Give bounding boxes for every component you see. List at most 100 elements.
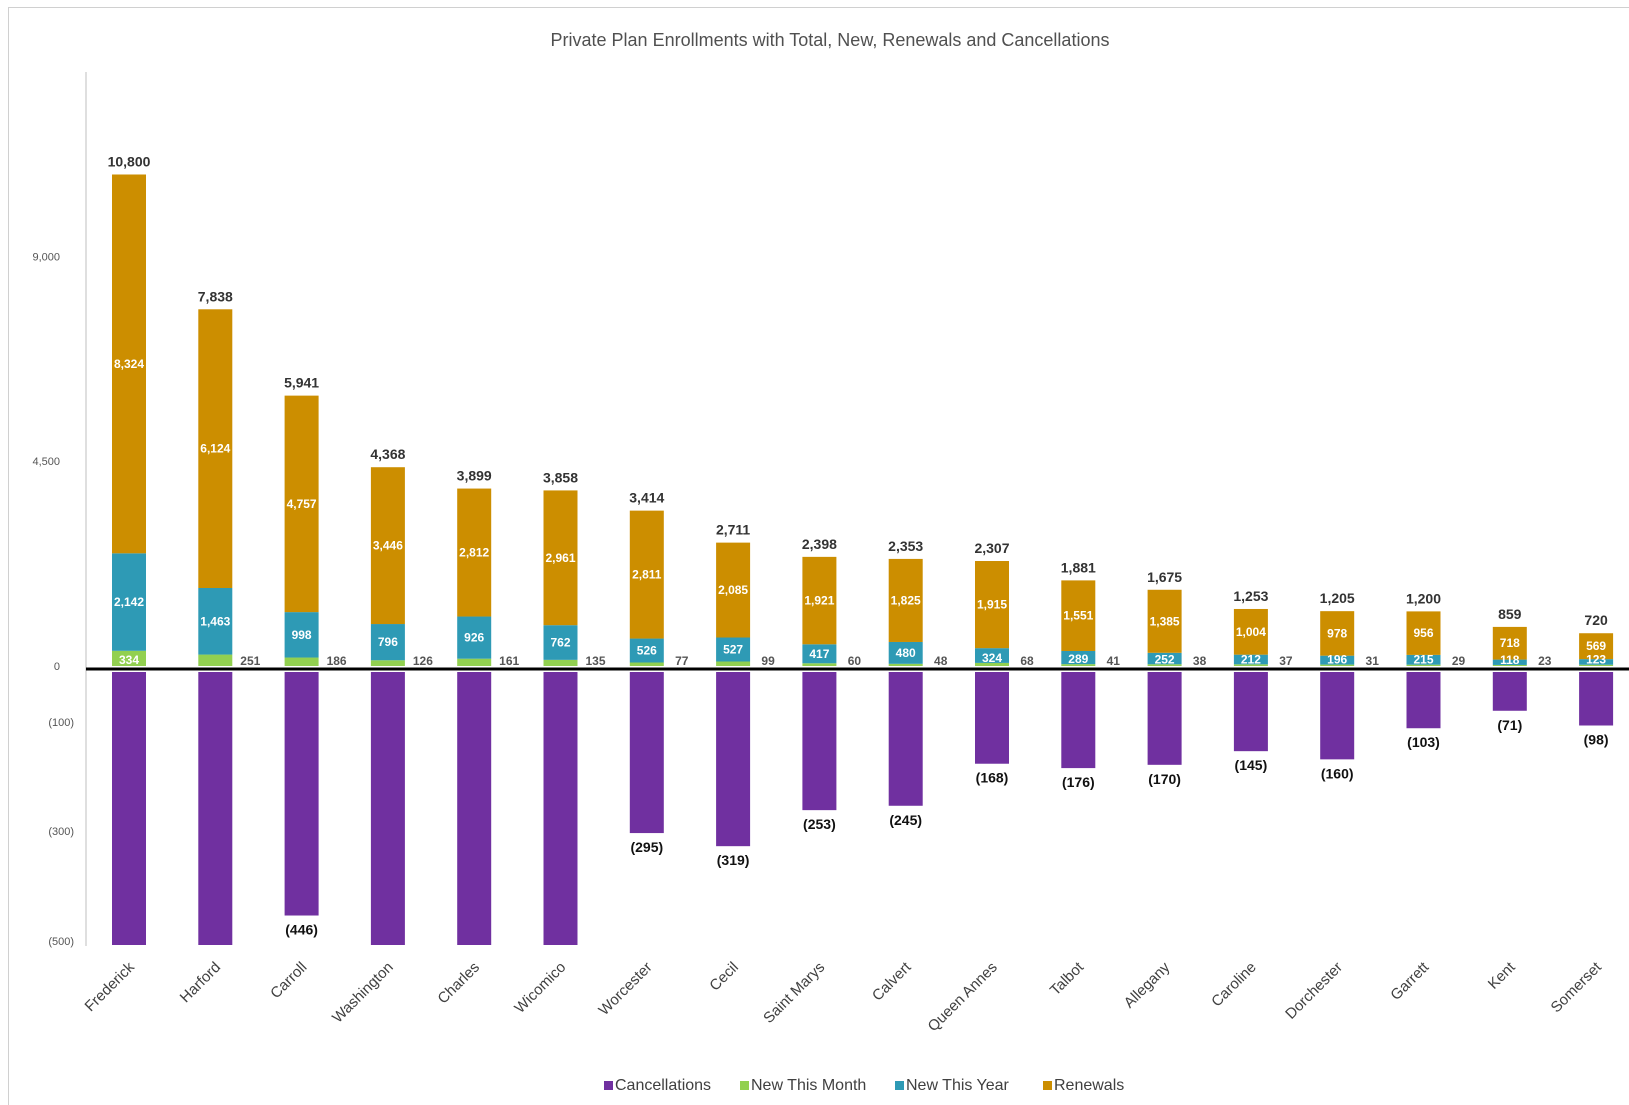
cancellations-label-cecil: (319) <box>717 852 750 868</box>
legend: Cancellations New This Month New This Year… <box>604 1077 1124 1094</box>
renewals-label-calvert: 1,825 <box>891 593 921 607</box>
renewals-label-allegany: 1,385 <box>1150 614 1180 628</box>
cancellations-label-worcester: (295) <box>630 839 663 855</box>
x-tick-label-harford: Harford <box>177 959 224 1006</box>
bar-new-this-year-caroline <box>1233 654 1268 665</box>
total-label-carroll: 5,941 <box>284 375 319 391</box>
new-this-month-label-harford: 251 <box>240 654 260 668</box>
new-this-month-label-wicomico: 135 <box>585 654 605 668</box>
total-label-worcester: 3,414 <box>629 490 664 506</box>
total-label-caroline: 1,253 <box>1233 588 1268 604</box>
x-tick-label-allegany: Allegany <box>1121 958 1174 1011</box>
bar-renewals-garrett <box>1406 611 1441 655</box>
new-this-month-label-cecil: 99 <box>761 654 775 668</box>
new-this-year-label-carroll: 998 <box>292 628 312 642</box>
total-label-wicomico: 3,858 <box>543 469 578 485</box>
new-this-year-label-dorchester: 196 <box>1327 653 1347 667</box>
bar-new-this-year-dorchester <box>1320 655 1355 665</box>
bar-new-this-year-somerset <box>1579 659 1614 665</box>
new-this-year-label-kent: 118 <box>1500 653 1520 667</box>
x-tick-label-calvert: Calvert <box>869 958 915 1004</box>
total-label-talbot: 1,881 <box>1061 559 1096 575</box>
bar-renewals-cecil <box>716 542 751 638</box>
x-tick-label-kent: Kent <box>1485 958 1519 992</box>
new-this-month-label-frederick: 334 <box>119 653 139 667</box>
bar-new-this-year-saint-marys <box>802 644 837 664</box>
new-this-year-label-garrett: 215 <box>1413 653 1433 667</box>
renewals-label-charles: 2,812 <box>459 546 489 560</box>
x-tick-label-worcester: Worcester <box>595 959 655 1019</box>
legend-label-new-this-year: New This Year <box>906 1077 1010 1094</box>
legend-label-cancellations: Cancellations <box>615 1077 711 1094</box>
new-this-month-label-allegany: 38 <box>1193 654 1207 668</box>
bar-renewals-calvert <box>888 558 923 642</box>
bar-new-this-year-washington <box>370 624 405 661</box>
new-this-year-label-cecil: 527 <box>723 643 743 657</box>
renewals-label-carroll: 4,757 <box>287 497 317 511</box>
bar-cancellations-somerset <box>1579 672 1614 726</box>
total-label-frederick: 10,800 <box>108 153 151 169</box>
total-label-dorchester: 1,205 <box>1320 590 1355 606</box>
bar-renewals-frederick <box>112 174 146 554</box>
total-label-kent: 859 <box>1498 606 1522 622</box>
y-tick-label: (300) <box>48 826 74 838</box>
bar-new-this-month-worcester <box>629 662 664 666</box>
new-this-month-label-garrett: 29 <box>1452 654 1466 668</box>
bar-new-this-month-dorchester <box>1320 664 1355 666</box>
bar-cancellations-cecil <box>716 672 751 847</box>
cancellations-label-kent: (71) <box>1497 717 1522 733</box>
cancellations-label-queen-annes: (168) <box>976 770 1009 786</box>
total-label-somerset: 720 <box>1584 612 1608 628</box>
legend-swatch-new-this-month <box>740 1081 749 1090</box>
bar-cancellations-frederick <box>112 672 146 945</box>
x-tick-label-saint-marys: Saint Marys <box>760 959 828 1027</box>
renewals-label-harford: 6,124 <box>200 442 230 456</box>
legend-label-new-this-month: New This Month <box>751 1077 866 1094</box>
bar-renewals-harford <box>198 309 233 588</box>
bar-new-this-year-harford <box>198 587 233 655</box>
bar-renewals-washington <box>370 467 405 625</box>
new-this-month-label-kent: 23 <box>1538 654 1552 668</box>
bar-new-this-month-wicomico <box>543 659 578 666</box>
bar-cancellations-saint-marys <box>802 672 837 811</box>
bar-new-this-month-saint-marys <box>802 663 837 666</box>
renewals-label-dorchester: 978 <box>1327 626 1347 640</box>
new-this-year-label-talbot: 289 <box>1068 652 1088 666</box>
data-labels: 10,800 8,324 2,142 334 7,838 6,124 1,463 251 5,9… <box>108 153 1609 937</box>
cancellations-label-saint-marys: (253) <box>803 816 836 832</box>
renewals-label-talbot: 1,551 <box>1063 609 1093 623</box>
new-this-month-label-queen-annes: 68 <box>1020 654 1034 668</box>
legend-swatch-cancellations <box>604 1081 613 1090</box>
cancellations-label-dorchester: (160) <box>1321 765 1354 781</box>
bar-new-this-month-kent <box>1492 664 1527 666</box>
renewals-label-worcester: 2,811 <box>632 568 662 582</box>
bar-renewals-somerset <box>1579 633 1614 660</box>
new-this-year-label-saint-marys: 417 <box>809 647 829 661</box>
x-tick-label-garrett: Garrett <box>1387 958 1433 1004</box>
bar-new-this-month-calvert <box>888 663 923 666</box>
x-tick-label-caroline: Caroline <box>1208 959 1260 1011</box>
bar-renewals-charles <box>457 488 492 617</box>
new-this-month-label-washington: 126 <box>413 654 433 668</box>
new-this-year-label-wicomico: 762 <box>550 636 570 650</box>
new-this-month-label-carroll: 186 <box>327 654 347 668</box>
renewals-label-garrett: 956 <box>1413 626 1433 640</box>
total-label-cecil: 2,711 <box>716 522 750 538</box>
bar-cancellations-wicomico <box>543 672 578 945</box>
bar-renewals-allegany <box>1147 589 1182 653</box>
total-label-washington: 4,368 <box>370 446 405 462</box>
renewals-label-frederick: 8,324 <box>114 357 144 371</box>
bar-new-this-year-queen-annes <box>975 648 1009 663</box>
new-this-year-label-harford: 1,463 <box>200 614 230 628</box>
bar-new-this-month-garrett <box>1406 664 1441 666</box>
bar-new-this-month-caroline <box>1233 664 1268 666</box>
bar-cancellations-calvert <box>888 672 923 806</box>
renewals-label-washington: 3,446 <box>373 539 403 553</box>
total-label-saint-marys: 2,398 <box>802 536 837 552</box>
renewals-label-saint-marys: 1,921 <box>804 594 834 608</box>
x-tick-label-dorchester: Dorchester <box>1282 959 1346 1023</box>
x-tick-label-charles: Charles <box>434 959 483 1008</box>
x-tick-label-talbot: Talbot <box>1047 958 1088 999</box>
bar-renewals-dorchester <box>1320 611 1355 656</box>
bar-cancellations-allegany <box>1147 672 1182 765</box>
